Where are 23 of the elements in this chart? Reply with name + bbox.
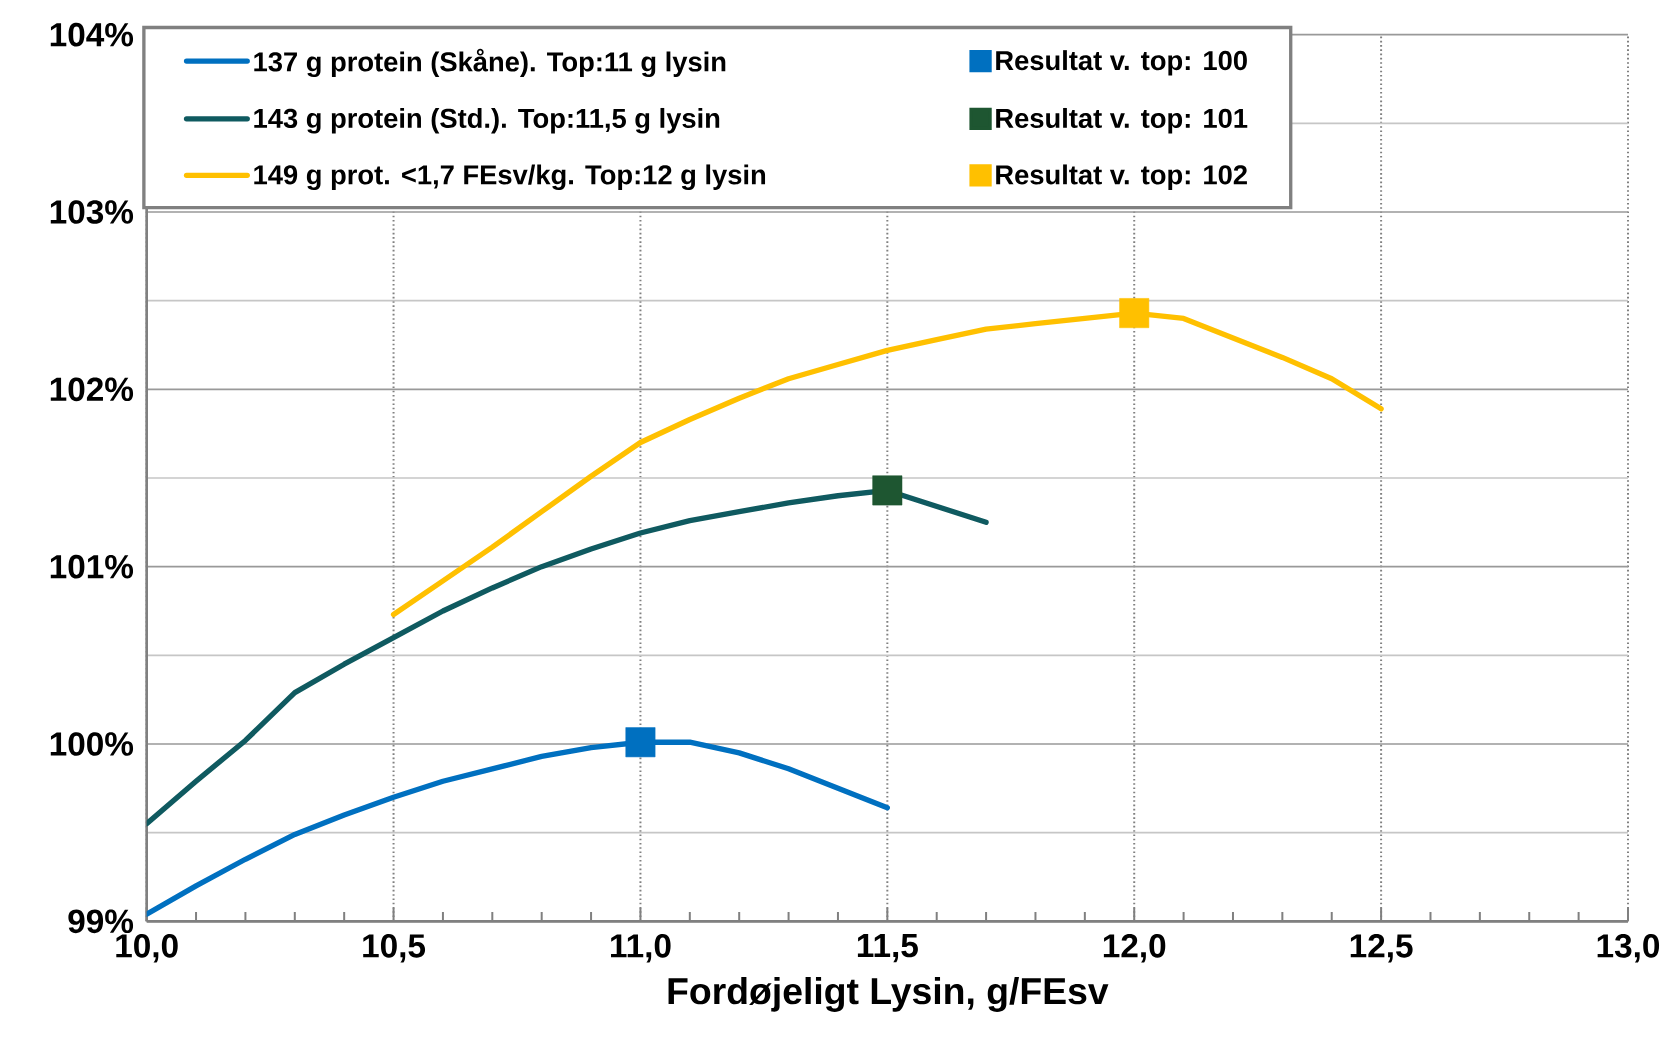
- legend-label: Resultat v. top: 100: [996, 50, 1247, 76]
- point: [625, 727, 656, 758]
- legend-label: 137 g protein (Skåne). Top:11 g lysin: [254, 48, 726, 78]
- x-tick-label: 12,5: [1350, 934, 1413, 963]
- x-tick-label: 13,0: [1597, 934, 1660, 963]
- y-tick-label: 101%: [50, 554, 134, 579]
- x-tick-label: 10,5: [363, 934, 426, 963]
- legend-label: 149 g prot. <1,7 FEsv/kg. Top:12 g lysin: [254, 164, 766, 191]
- y-tick-label: 102%: [50, 377, 134, 402]
- x-axis-title: Fordøjeligt Lysin, g/FEsv: [668, 976, 1109, 1012]
- point: [872, 475, 903, 506]
- legend-label: Resultat v. top: 102: [996, 164, 1247, 190]
- x-tick-label: 11,5: [857, 934, 918, 963]
- y-tick-label: 104%: [50, 22, 134, 47]
- x-tick-label: 11,0: [611, 934, 671, 963]
- legend-label: 143 g protein (Std.). Top:11,5 g lysin: [254, 107, 720, 134]
- y-tick-label: 100%: [50, 732, 134, 756]
- legend-label: Resultat v. top: 101: [996, 107, 1248, 134]
- x-tick-label: 12,0: [1103, 934, 1166, 963]
- y-tick-label: 103%: [50, 200, 134, 224]
- y-tick-label: 99%: [68, 909, 134, 934]
- point: [1119, 298, 1150, 329]
- x-tick-label: 10,0: [116, 934, 178, 963]
